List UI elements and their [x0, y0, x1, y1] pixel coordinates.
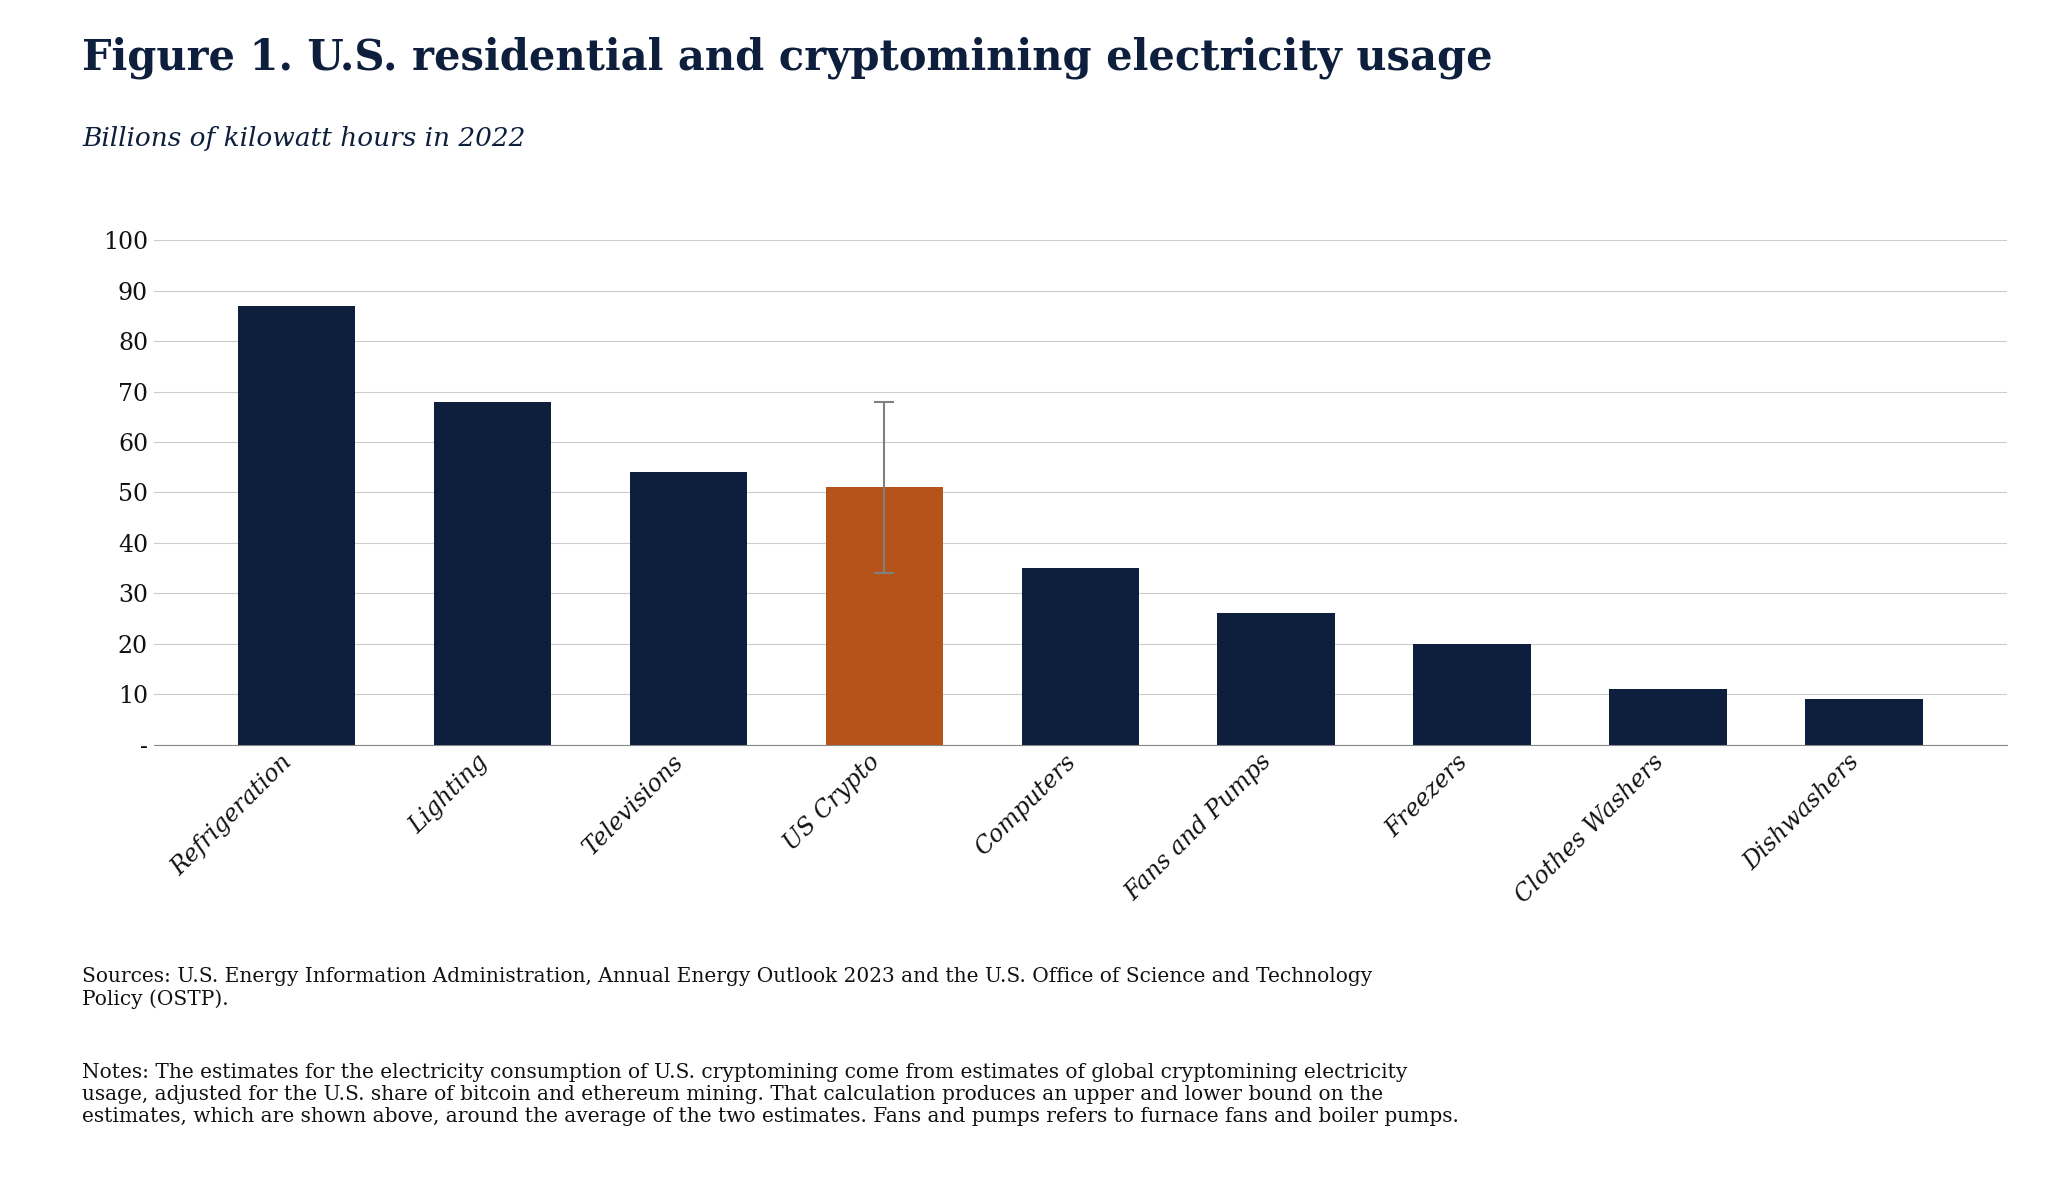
Bar	[1413, 644, 1532, 745]
Text: Sources: U.S. Energy Information Administration, Annual Energy Outlook 2023 and : Sources: U.S. Energy Information Adminis…	[82, 967, 1372, 1009]
Bar	[1804, 699, 1923, 745]
Bar	[1217, 614, 1335, 745]
Bar	[238, 306, 356, 745]
Text: Notes: The estimates for the electricity consumption of U.S. cryptomining come f: Notes: The estimates for the electricity…	[82, 1063, 1458, 1125]
Bar	[629, 472, 748, 745]
Bar	[1022, 568, 1139, 745]
Text: Figure 1. U.S. residential and cryptomining electricity usage: Figure 1. U.S. residential and cryptomin…	[82, 36, 1493, 78]
Bar	[1610, 689, 1726, 745]
Bar	[434, 401, 551, 745]
Text: Billions of kilowatt hours in 2022: Billions of kilowatt hours in 2022	[82, 126, 524, 151]
Bar	[825, 488, 944, 745]
